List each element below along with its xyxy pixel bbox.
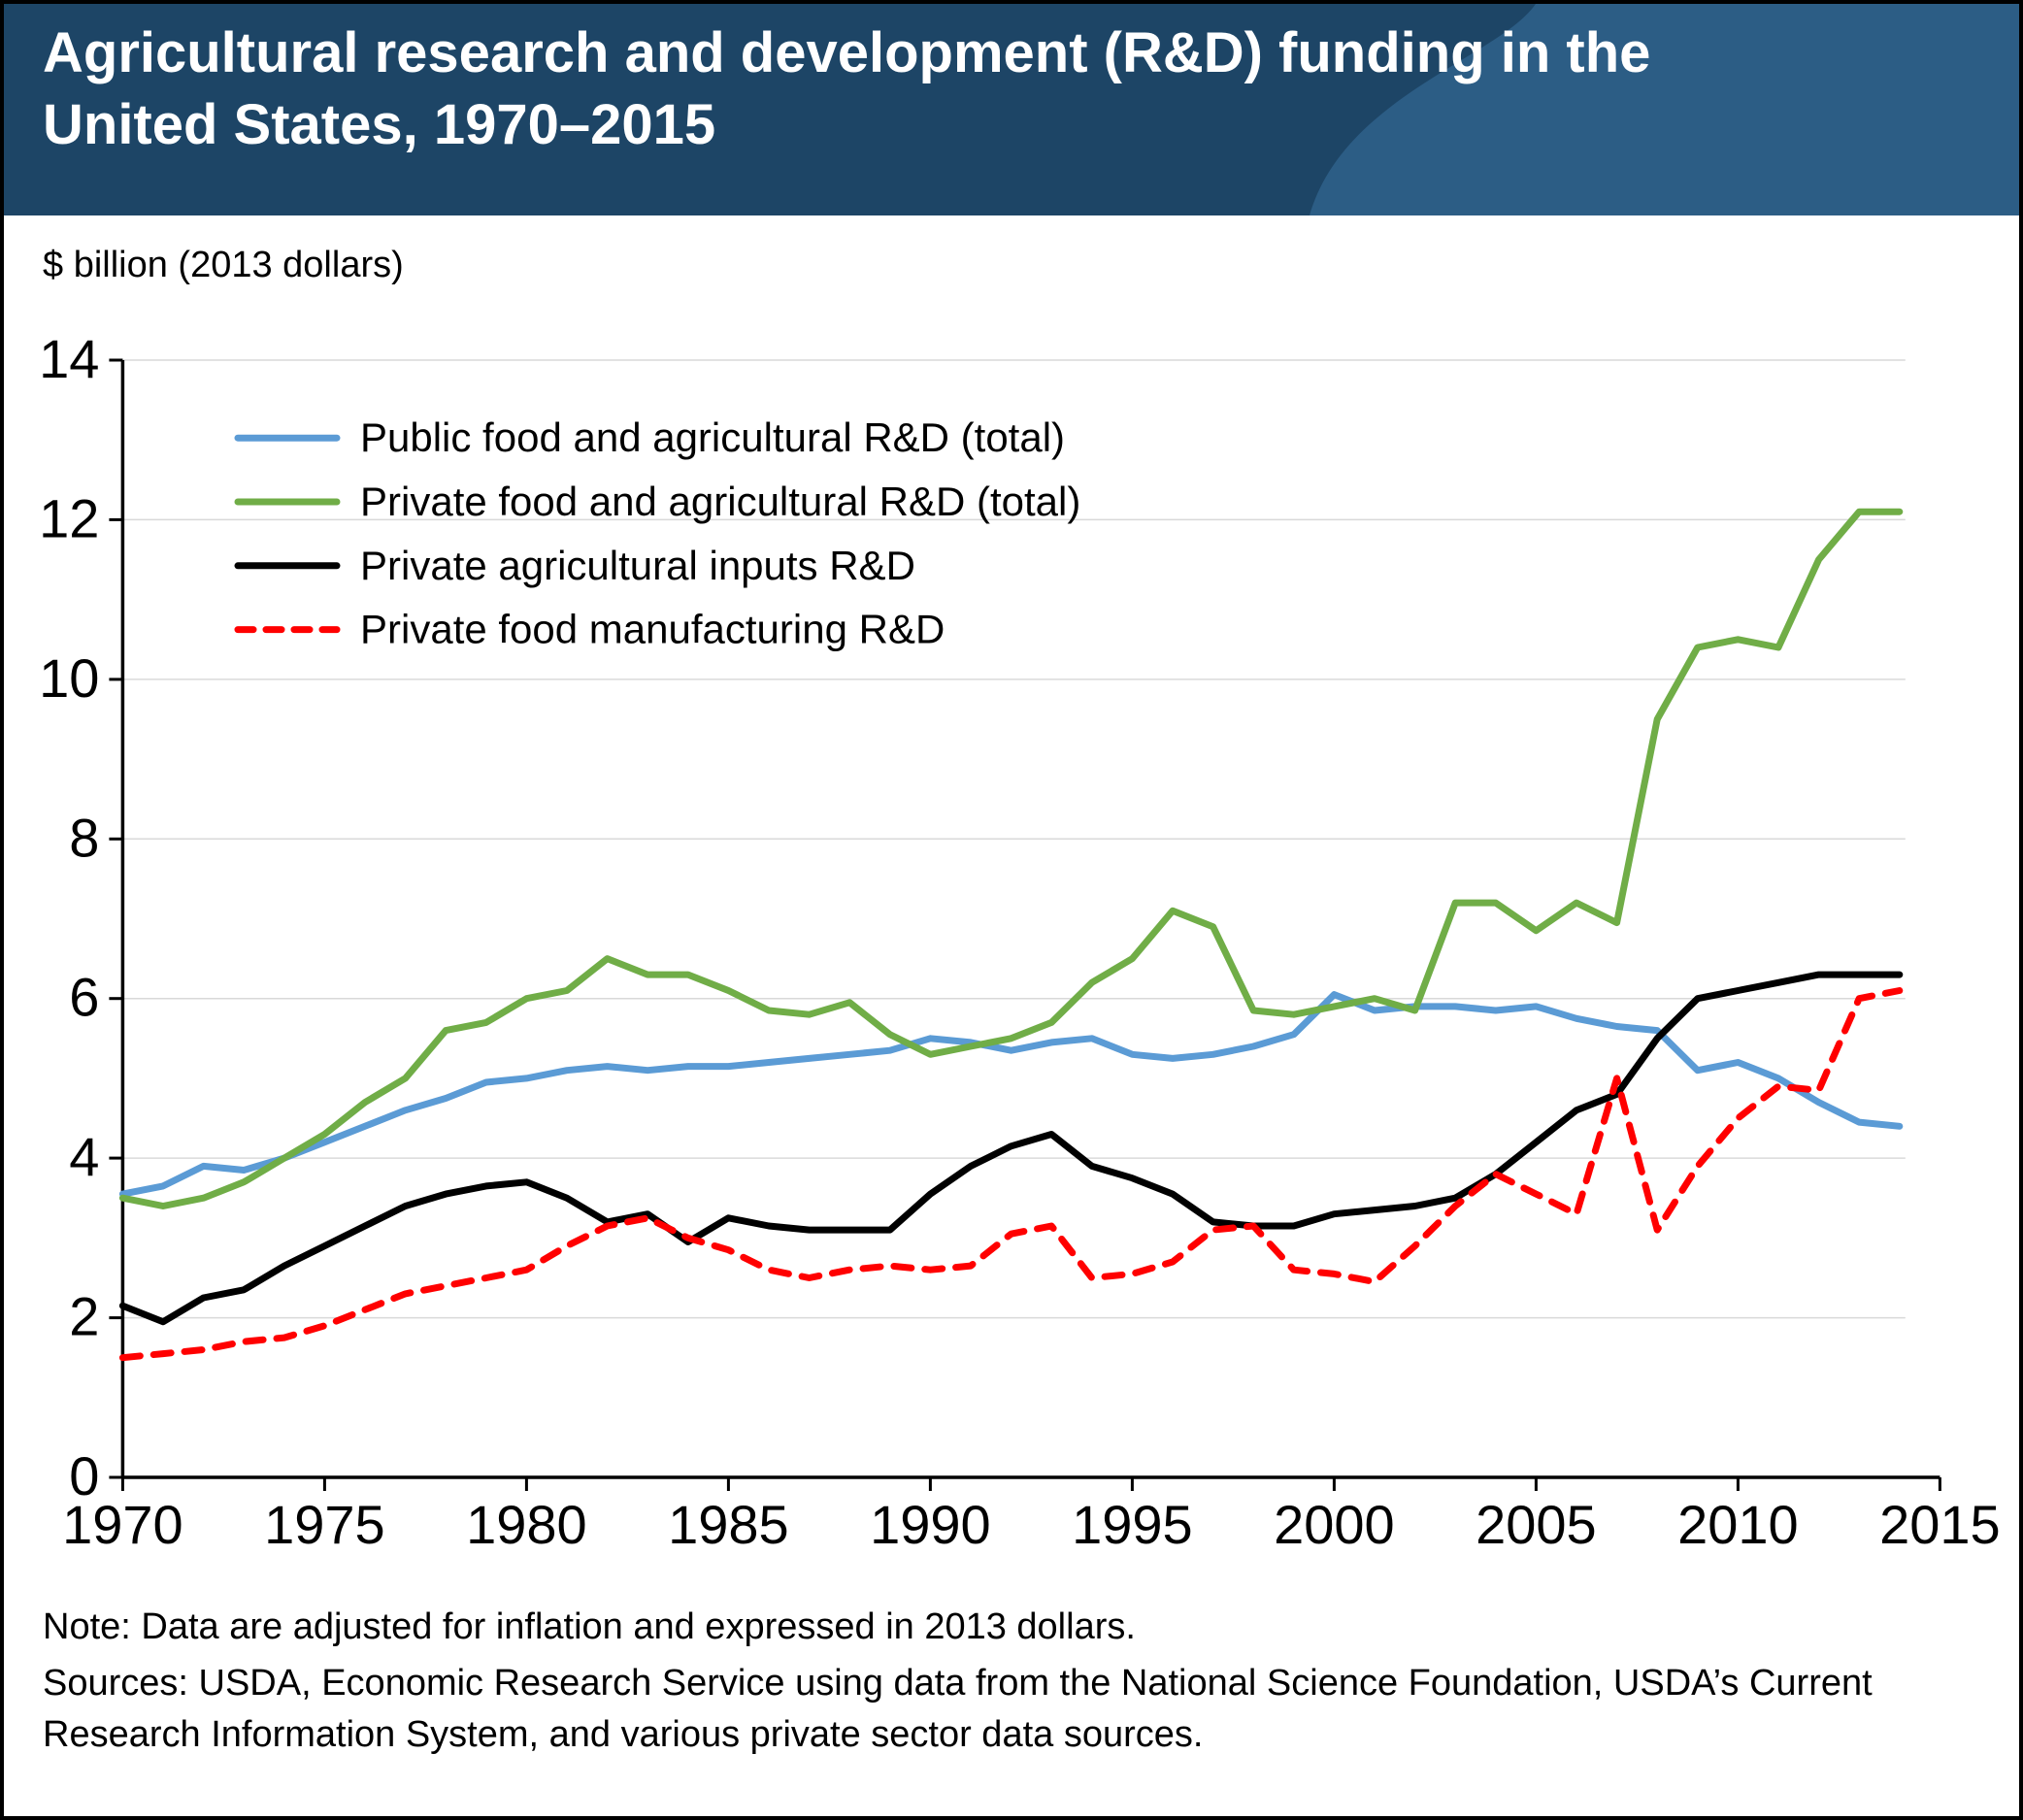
svg-text:Private food and agricultural: Private food and agricultural R&D (total… [360,479,1080,524]
svg-text:1985: 1985 [668,1494,789,1555]
svg-text:4: 4 [69,1126,99,1187]
svg-text:8: 8 [69,807,99,868]
svg-text:1995: 1995 [1072,1494,1193,1555]
svg-text:1970: 1970 [62,1494,183,1555]
svg-text:10: 10 [39,647,99,709]
svg-text:14: 14 [39,328,99,389]
svg-text:2015: 2015 [1879,1494,2001,1555]
svg-text:Public food and agricultural R: Public food and agricultural R&D (total) [360,414,1065,460]
svg-text:1990: 1990 [870,1494,991,1555]
svg-text:2: 2 [69,1286,99,1347]
svg-text:6: 6 [69,967,99,1028]
svg-text:2000: 2000 [1274,1494,1395,1555]
svg-text:12: 12 [39,487,99,548]
svg-text:1980: 1980 [466,1494,587,1555]
svg-text:2005: 2005 [1476,1494,1597,1555]
svg-text:1975: 1975 [264,1494,385,1555]
svg-text:2010: 2010 [1677,1494,1799,1555]
svg-text:Private food manufacturing R&D: Private food manufacturing R&D [360,607,945,652]
svg-text:Private agricultural inputs R&: Private agricultural inputs R&D [360,543,915,588]
